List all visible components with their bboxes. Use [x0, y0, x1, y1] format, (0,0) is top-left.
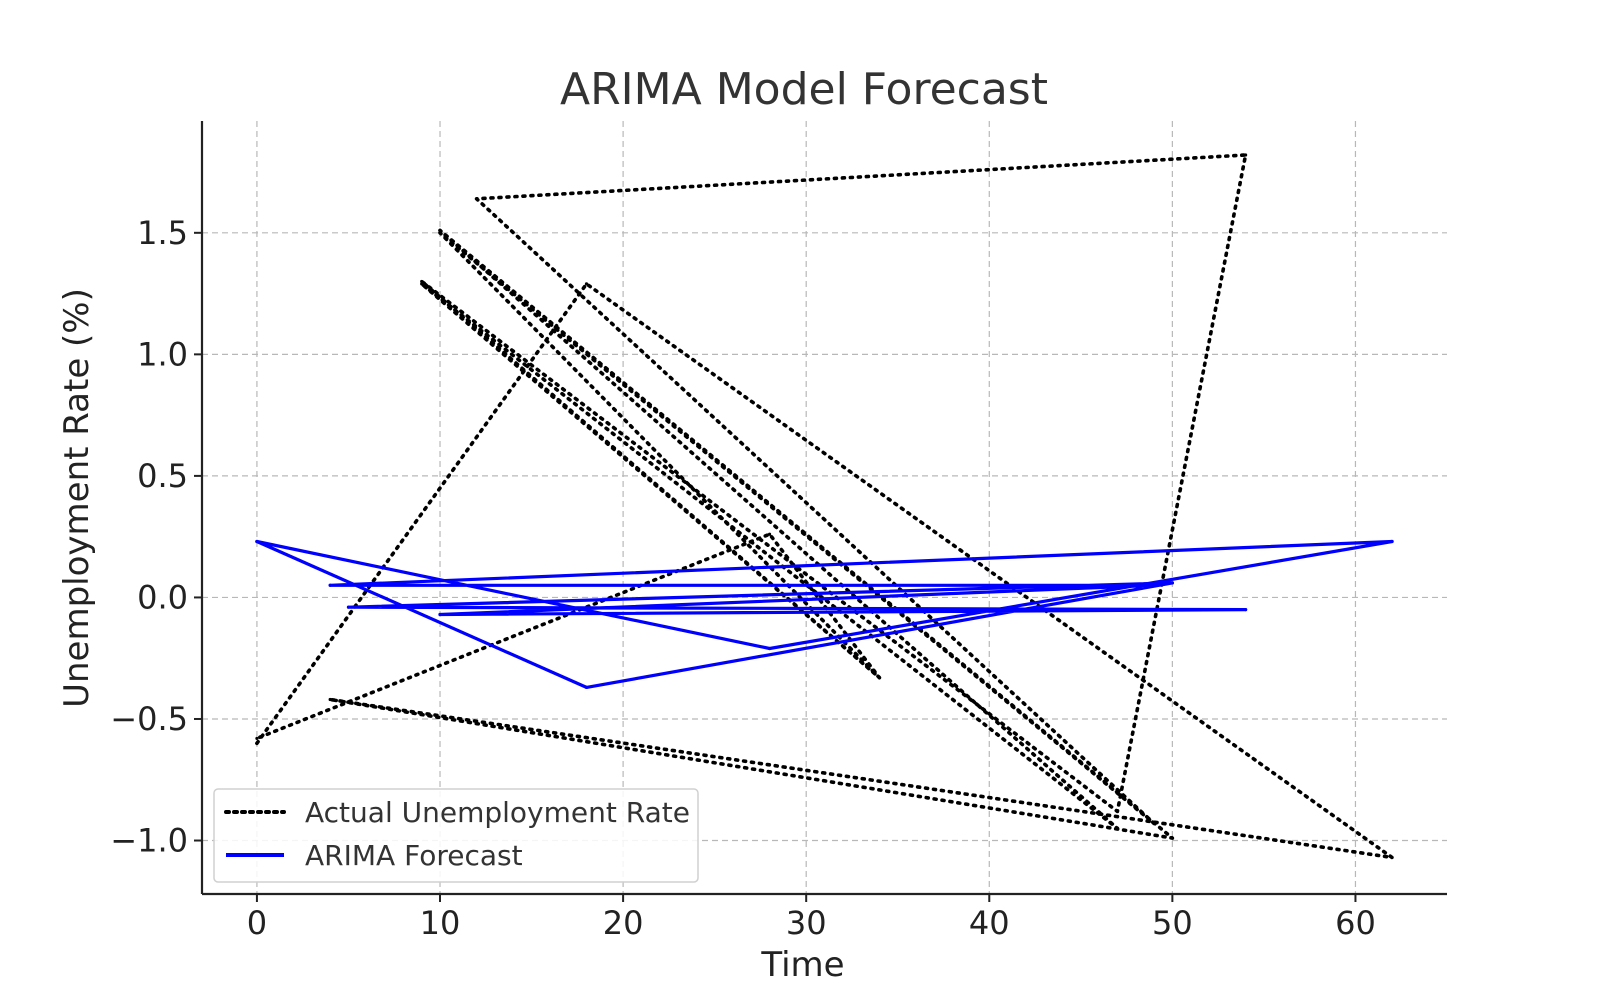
forecast-data-point — [346, 605, 351, 609]
forecast-data-point — [1170, 581, 1174, 585]
x-tick-label: 30 — [786, 904, 827, 942]
forecast-data-point — [584, 685, 589, 689]
plot-series — [255, 153, 1394, 860]
x-tick-label: 50 — [1152, 904, 1193, 942]
x-tick-label: 40 — [969, 904, 1010, 942]
grid — [202, 121, 1447, 894]
actual-data-point — [1170, 836, 1174, 840]
chart-title: ARIMA Model Forecast — [560, 64, 1048, 115]
legend-box — [213, 788, 699, 883]
actual-data-point — [1152, 821, 1156, 826]
y-tick-label: −1.0 — [110, 822, 188, 860]
forecast-data-point — [767, 646, 772, 651]
y-tick-label: 1.5 — [137, 214, 188, 252]
y-tick-label: 0.0 — [137, 578, 188, 616]
actual-data-point — [438, 231, 442, 235]
actual-data-point — [584, 282, 589, 286]
actual-data-point — [1115, 809, 1120, 813]
forecast-data-point — [438, 612, 442, 617]
legend-label-forecast: ARIMA Forecast — [305, 839, 523, 872]
actual-data-point — [767, 532, 772, 536]
actual-data-point — [420, 282, 424, 286]
series-line-actual — [255, 153, 1394, 860]
actual-data-point — [255, 741, 259, 745]
axes: 0 10 20 30 40 50 60 −1.0 −0.5 0.0 0.5 1.0 1.5 — [110, 121, 1447, 942]
actual-data-point — [328, 697, 332, 702]
actual-data-point — [1115, 826, 1120, 830]
actual-data-point — [1244, 153, 1248, 157]
forecast-data-point — [328, 583, 332, 587]
y-tick-label: −0.5 — [110, 700, 188, 738]
x-axis-label: Time — [760, 945, 844, 985]
actual-data-point — [255, 736, 259, 741]
x-tick-label: 0 — [247, 904, 267, 942]
x-tick-label: 20 — [603, 904, 644, 942]
series-line-forecast — [255, 539, 1394, 689]
legend-label-actual: Actual Unemployment Rate — [305, 796, 690, 829]
y-tick-label: 1.0 — [137, 335, 188, 373]
actual-data-point — [420, 279, 424, 284]
forecast-data-point — [255, 539, 259, 544]
forecast-data-point — [1244, 607, 1248, 612]
y-tick-label: 0.5 — [137, 457, 188, 495]
legend: Actual Unemployment Rate ARIMA Forecast — [213, 788, 699, 883]
x-tick-label: 60 — [1335, 904, 1376, 942]
y-axis-label: Unemployment Rate (%) — [57, 288, 97, 708]
forecast-data-point — [1152, 583, 1156, 587]
actual-data-point — [438, 228, 442, 232]
forecast-data-point — [1390, 539, 1394, 544]
actual-data-point — [1390, 855, 1394, 860]
actual-data-point — [475, 197, 479, 201]
actual-data-point — [877, 676, 882, 680]
x-tick-label: 10 — [420, 904, 461, 942]
